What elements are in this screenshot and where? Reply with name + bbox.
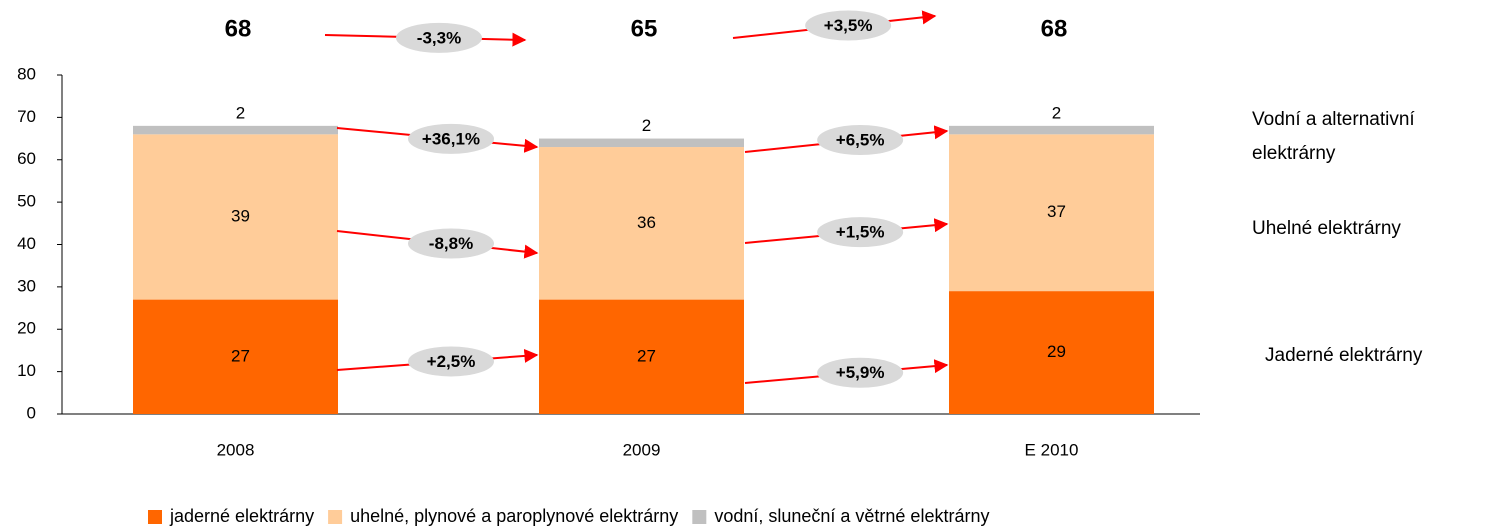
y-tick-label: 80: [17, 64, 36, 83]
change-badge: [408, 346, 494, 377]
y-tick-label: 30: [17, 276, 36, 295]
legend-swatch: [148, 510, 162, 524]
side-label: Vodní a alternativní: [1252, 109, 1415, 130]
change-label: +2,5%: [427, 352, 476, 371]
legend-swatch: [692, 510, 707, 524]
y-tick-label: 10: [17, 361, 36, 380]
data-label: 29: [1047, 342, 1066, 361]
data-label: 39: [231, 206, 250, 225]
bar-segment: [133, 125, 338, 135]
legend-swatch: [328, 510, 343, 524]
x-tick-label: 2008: [217, 440, 255, 459]
bar-segment: [133, 134, 338, 300]
change-badge: [817, 217, 904, 248]
y-tick-label: 40: [17, 234, 36, 253]
change-badge: [408, 123, 494, 154]
x-tick-label: 2009: [623, 440, 661, 459]
data-label: 2: [1052, 103, 1061, 122]
change-label: +36,1%: [422, 129, 480, 148]
change-badge: [396, 22, 482, 53]
data-label: 2: [642, 116, 651, 135]
change-label: +5,9%: [836, 363, 885, 382]
bar-segment: [949, 291, 1154, 414]
change-badge: [805, 10, 892, 41]
bar-segment: [949, 125, 1154, 135]
total-label: 68: [1041, 15, 1068, 42]
y-tick-label: 0: [27, 403, 36, 422]
change-badge: [817, 357, 904, 388]
change-label: +3,5%: [824, 16, 873, 35]
data-label: 27: [637, 346, 656, 365]
side-label: Jaderné elektrárny: [1265, 345, 1423, 366]
x-tick-label: E 2010: [1025, 440, 1079, 459]
data-label: 36: [637, 213, 656, 232]
bar-segment: [539, 147, 744, 300]
change-label: +6,5%: [836, 131, 885, 150]
total-label: 65: [631, 15, 658, 42]
legend-label: uhelné, plynové a paroplynové elektrárny: [350, 506, 678, 526]
data-label: 2: [236, 103, 245, 122]
bar-segment: [949, 134, 1154, 292]
change-badge: [817, 125, 904, 156]
y-tick-label: 50: [17, 192, 36, 211]
bar-segment: [539, 299, 744, 414]
total-label: 68: [225, 15, 252, 42]
side-label: Uhelné elektrárny: [1252, 218, 1401, 239]
y-tick-label: 60: [17, 149, 36, 168]
side-label: elektrárny: [1252, 143, 1336, 164]
y-tick-label: 20: [17, 319, 36, 338]
bar-segment: [539, 138, 744, 148]
change-label: -8,8%: [429, 234, 473, 253]
legend-label: vodní, sluneční a větrné elektrárny: [714, 506, 989, 526]
change-label: +1,5%: [836, 223, 885, 242]
bar-segment: [133, 299, 338, 414]
change-label: -3,3%: [417, 28, 461, 47]
data-label: 37: [1047, 202, 1066, 221]
y-tick-label: 70: [17, 107, 36, 126]
legend-label: jaderné elektrárny: [169, 506, 314, 526]
data-label: 27: [231, 346, 250, 365]
change-badge: [408, 228, 494, 259]
